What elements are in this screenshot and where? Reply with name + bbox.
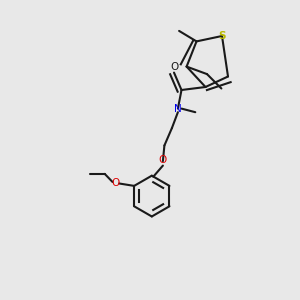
Text: O: O bbox=[159, 154, 167, 165]
Text: N: N bbox=[174, 103, 182, 114]
Text: O: O bbox=[170, 62, 178, 72]
Text: O: O bbox=[111, 178, 120, 188]
Text: S: S bbox=[218, 31, 226, 41]
